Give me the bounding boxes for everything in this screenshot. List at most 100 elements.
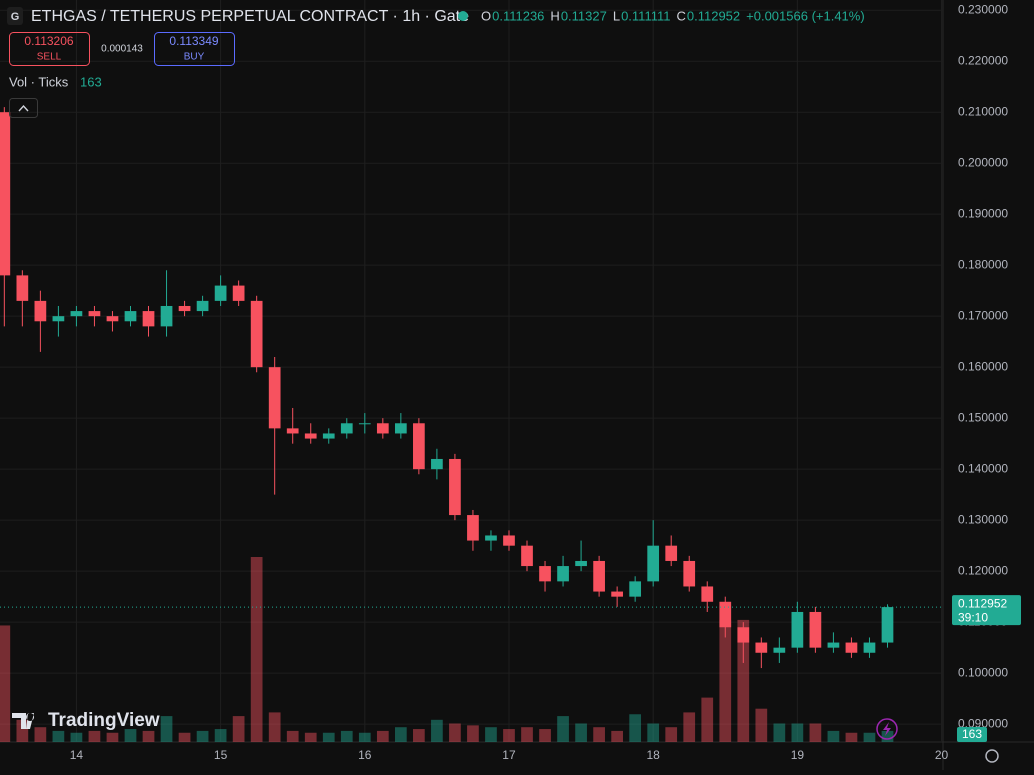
- volume-bar: [755, 708, 768, 742]
- volume-bar: [88, 730, 101, 742]
- volume-bar: [358, 732, 371, 742]
- candle-body: [773, 647, 786, 653]
- volume-bar: [791, 723, 804, 742]
- x-tick-label: 19: [791, 748, 805, 762]
- volume-bar: [719, 619, 732, 742]
- y-tick-label: 0.190000: [958, 206, 1008, 220]
- buy-price[interactable]: 0.113349: [169, 34, 218, 48]
- sell-label[interactable]: SELL: [37, 52, 62, 63]
- volume-bar: [593, 727, 605, 742]
- volume-bar: [304, 732, 317, 742]
- volume-bar: [70, 732, 83, 742]
- volume-bar: [881, 730, 894, 742]
- volume-bar: [160, 716, 173, 742]
- volume-bar: [503, 729, 515, 742]
- x-tick-label: 17: [502, 748, 516, 762]
- candle-body: [322, 433, 335, 439]
- volume-bar: [124, 729, 137, 742]
- y-tick-label: 0.180000: [958, 257, 1008, 271]
- y-tick-label: 0.230000: [958, 2, 1008, 16]
- volume-bar: [773, 723, 786, 742]
- candle-body: [629, 581, 642, 597]
- volume-bar: [34, 727, 47, 742]
- candle-body: [683, 560, 696, 587]
- volume-bar: [575, 723, 587, 742]
- volume-bar: [16, 719, 29, 742]
- candle-body: [665, 545, 678, 561]
- volume-bar: [467, 725, 479, 742]
- volume-bar: [196, 730, 209, 742]
- volume-bar: [250, 557, 263, 742]
- candle-body: [827, 642, 840, 648]
- y-tick-label: 0.100000: [958, 665, 1008, 679]
- volume-bar: [449, 723, 461, 742]
- x-tick-label: 20: [935, 748, 949, 762]
- last-price-label: 0.112952: [958, 596, 1007, 610]
- candle-body: [196, 300, 209, 312]
- sell-button[interactable]: [9, 32, 90, 66]
- candle-body: [521, 545, 533, 567]
- volume-bar: [413, 729, 425, 742]
- candle-body: [431, 458, 443, 470]
- candle-body: [286, 428, 299, 434]
- settings-button[interactable]: [985, 749, 999, 763]
- replay-button[interactable]: [876, 718, 898, 740]
- y-tick-label: 0.210000: [958, 104, 1008, 118]
- volume-bar: [827, 730, 840, 742]
- countdown-label: 39:10: [958, 610, 988, 624]
- last-price-box: [952, 595, 1021, 626]
- ohlc-value: 0.11327: [561, 8, 607, 23]
- buy-label[interactable]: BUY: [184, 52, 205, 63]
- volume-bar: [485, 727, 497, 742]
- branding: TradingView: [48, 710, 160, 731]
- candle-body: [593, 560, 605, 592]
- volume-bar: [376, 730, 389, 742]
- candle-body: [376, 423, 389, 434]
- axes: 0.230000 0.220000 0.210000 0.200000 0.190000…: [0, 2, 1021, 762]
- candle-body: [881, 607, 894, 643]
- candle-body: [214, 285, 227, 301]
- y-tick-label: 0.140000: [958, 461, 1008, 475]
- volume-bar: [431, 719, 443, 742]
- volume-bar: [809, 723, 822, 742]
- volume-layer: [0, 557, 894, 742]
- ohlc-key: C: [676, 8, 685, 23]
- volume-bar: [0, 625, 11, 742]
- volume-bar: [178, 732, 191, 742]
- volume-bar: [647, 723, 660, 742]
- y-tick-label: 0.130000: [958, 512, 1008, 526]
- spread: 0.000143: [101, 44, 143, 55]
- indicator-value: 163: [80, 74, 102, 89]
- collapse-button[interactable]: [9, 98, 38, 118]
- volume-bar: [539, 729, 551, 742]
- x-tick-label: 15: [214, 748, 228, 762]
- x-tick-label: 16: [358, 748, 372, 762]
- symbol-title[interactable]: ETHGAS / TETHERUS PERPETUAL CONTRACT · 1…: [31, 8, 469, 25]
- buy-button[interactable]: [154, 32, 235, 66]
- replay-icon: [883, 722, 891, 736]
- candle-body: [809, 611, 822, 648]
- candle-body: [178, 305, 191, 312]
- logo-mark: [12, 713, 35, 729]
- indicator-name[interactable]: Vol · Ticks: [9, 74, 69, 89]
- candle-body: [340, 423, 353, 434]
- candle-body: [863, 642, 876, 653]
- candle-body: [575, 560, 587, 567]
- volume-bar: [232, 716, 245, 742]
- sell-price[interactable]: 0.113206: [24, 34, 73, 48]
- status-dot: [458, 11, 468, 21]
- candle-body: [106, 316, 119, 322]
- candle-body: [539, 566, 551, 582]
- candle-body: [413, 423, 425, 470]
- y-tick-label: 0.120000: [958, 563, 1008, 577]
- volume-bar: [611, 730, 623, 742]
- volume-bar: [845, 732, 858, 742]
- candle-body: [70, 311, 83, 317]
- volume-bar: [629, 714, 642, 742]
- candle-body: [88, 311, 101, 317]
- volume-bar: [322, 732, 335, 742]
- volume-bar: [142, 730, 155, 742]
